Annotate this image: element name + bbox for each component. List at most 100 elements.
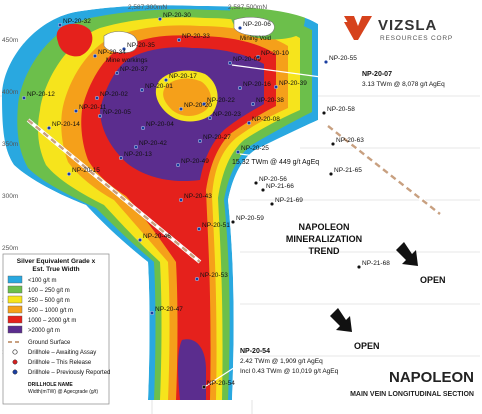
callout-hole-id: NP-20-07 (362, 71, 392, 78)
drillhole-np-20-01: NP-20-01 (139, 83, 173, 92)
drillhole-np-20-32: NP-20-32 (58, 18, 91, 28)
drillhole-label: NP-20-33 (182, 33, 210, 40)
legend-class-label: 500 – 1000 g/t m (28, 308, 73, 314)
drillhole-np-20-55: NP-20-55 (324, 55, 357, 65)
drillhole-marker (201, 385, 206, 390)
legend-class-label: >2000 g/t m (28, 328, 60, 334)
drillhole-np-20-47: NP-20-47 (149, 306, 183, 316)
drillhole-label: NP-20-51 (202, 222, 230, 229)
drillhole-label: NP-20-53 (200, 272, 228, 279)
drillhole-marker (176, 38, 181, 43)
title-main: NAPOLEON (389, 369, 474, 386)
elev-400: 400m (2, 89, 18, 96)
drillhole-marker (92, 54, 97, 59)
drillhole-marker (178, 106, 183, 111)
drillhole-marker (149, 311, 154, 316)
drillhole-marker (94, 95, 99, 100)
drillhole-label: NP-20-38 (256, 97, 284, 104)
drillhole-marker (196, 226, 201, 231)
drillhole-marker (201, 101, 206, 106)
drillhole-label: NP-20-09 (233, 56, 261, 63)
drillhole-marker (73, 108, 78, 113)
drillhole-marker (230, 219, 235, 224)
drillhole-label: NP-21-65 (334, 167, 362, 174)
drillhole-label: NP-20-11 (79, 104, 107, 111)
drillhole-np-20-25: NP-20-25 (235, 145, 269, 154)
drillhole-label: NP-20-05 (103, 109, 131, 116)
open-arrow-right-icon (396, 242, 418, 266)
contour-orange-core (163, 78, 211, 116)
drillhole-np-20-49: NP-20-49 (175, 158, 209, 167)
drillhole-np-20-46: NP-20-46 (137, 233, 171, 242)
drillhole-label: NP-20-63 (336, 137, 364, 144)
drillhole-np-20-23: NP-20-23 (207, 111, 241, 120)
drillhole-np-20-63: NP-20-63 (331, 137, 364, 146)
callout-intercept: 3.13 TWm @ 8,078 g/t AgEq (362, 81, 445, 88)
elev-250: 250m (2, 245, 18, 252)
open-label-right: OPEN (420, 275, 446, 285)
drillhole-label: NP-20-22 (207, 97, 235, 104)
drillhole-marker (207, 115, 212, 120)
previously-marker (12, 369, 18, 375)
drillhole-np-20-05: NP-20-05 (97, 109, 131, 118)
drillhole-label: NP-20-04 (146, 121, 174, 128)
drillhole-np-20-20: NP-20-20 (178, 102, 212, 111)
drillhole-marker (97, 113, 102, 118)
legend-swatch (7, 295, 23, 304)
drillhole-np-20-04: NP-20-04 (140, 121, 174, 130)
drillhole-marker (194, 277, 199, 282)
legend-swatch (7, 285, 23, 294)
logo-name: VIZSLA (378, 17, 437, 34)
legend-drillhole-format: Width(mTW) @ Agecgrade (g/t) (28, 389, 98, 395)
drillhole-label: NP-20-58 (327, 106, 355, 113)
drillhole-label: NP-20-25 (241, 145, 269, 152)
callout-np-20-07: NP-20-07 3.13 TWm @ 8,078 g/t AgEq (362, 71, 445, 88)
drillhole-marker (237, 85, 242, 90)
drillhole-label: NP-20-30 (163, 12, 191, 19)
drillhole-np-21-68: NP-21-68 (357, 260, 390, 270)
drillhole-np-20-58: NP-20-58 (322, 106, 355, 115)
drillhole-np-20-56: NP-20-56 (253, 176, 287, 185)
drillhole-np-20-38: NP-20-38 (250, 97, 284, 106)
drillhole-label: NP-20-39 (279, 80, 307, 87)
drillhole-np-20-42: NP-20-42 (133, 140, 167, 149)
drillhole-label: NP-20-20 (184, 102, 212, 109)
legend-class-label: <100 g/t m (28, 278, 57, 284)
logo-subtitle: RESOURCES CORP (380, 35, 453, 42)
drillhole-marker (58, 23, 63, 28)
legend-class-label: 1000 – 2000 g/t m (28, 318, 76, 324)
drillhole-np-20-59: NP-20-59 (230, 215, 264, 224)
drillhole-label: NP-20-56 (259, 176, 287, 183)
drillhole-np-20-33: NP-20-33 (176, 33, 210, 43)
drillhole-label: NP-20-47 (155, 306, 183, 313)
mine-workings (103, 16, 275, 54)
callout-intercept-2: Incl 0.43 TWm @ 10,019 g/t AgEq (240, 368, 339, 375)
callout-np-20-54: NP-20-54 2.42 TWm @ 1,909 g/t AgEq Incl … (240, 348, 339, 375)
drillhole-np-20-16: NP-20-16 (237, 81, 271, 90)
legend-ground-surface: Ground Surface (28, 340, 71, 346)
drillhole-np-20-27: NP-20-27 (197, 134, 231, 143)
drillhole-np-20-09: NP-20-09 (227, 56, 261, 66)
open-arrow-bottom-icon (330, 308, 352, 332)
grade-contours (2, 4, 318, 401)
drillhole-label: NP-20-49 (181, 158, 209, 165)
callout-np-20-25: 15.32 TWm @ 449 g/t AgEq (232, 159, 319, 166)
drillhole-np-20-15: NP-20-15 (66, 167, 100, 176)
drillhole-label: NP-20-43 (184, 193, 212, 200)
drillhole-marker (139, 87, 144, 92)
drillhole-marker (163, 77, 168, 82)
drillhole-label: NP-20-42 (139, 140, 167, 147)
drillhole-marker (66, 171, 71, 176)
drillhole-label: NP-20-16 (243, 81, 271, 88)
drillhole-label: NP-20-46 (143, 233, 171, 240)
drillhole-label: NP-21-68 (362, 260, 390, 267)
drillhole-marker (235, 149, 240, 154)
drillhole-np-20-12: NP-20-12 (22, 91, 55, 100)
drillhole-marker (246, 120, 251, 125)
drillhole-np-20-37: NP-20-37 (114, 66, 148, 75)
drillhole-np-20-39: NP-20-39 (274, 80, 307, 89)
drillhole-np-20-51: NP-20-51 (196, 222, 230, 231)
drillhole-marker (140, 125, 145, 130)
drillhole-label: NP-20-01 (145, 83, 173, 90)
awaiting-marker (12, 349, 18, 355)
